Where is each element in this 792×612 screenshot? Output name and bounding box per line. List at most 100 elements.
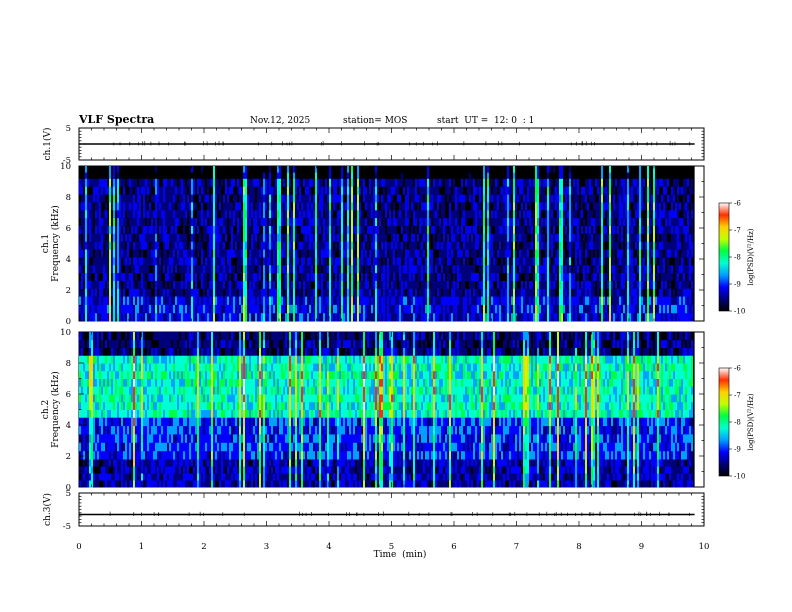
spectrogram-cell: [371, 256, 373, 266]
spectrogram-cell: [457, 186, 459, 195]
spectrogram-cell: [215, 264, 217, 274]
spectrogram-cell: [571, 264, 573, 274]
spectrogram-cell: [451, 233, 453, 242]
spectrogram-cell: [203, 209, 205, 219]
spectrogram-cell: [377, 209, 379, 219]
spectrogram-cell: [193, 296, 195, 305]
spectrogram-cell: [261, 256, 263, 266]
spectrogram-cell: [465, 166, 467, 173]
spectrogram-cell: [459, 202, 461, 211]
spectrogram-cell: [499, 217, 501, 226]
spectrogram-cell: [267, 209, 269, 219]
spectrogram-cell: [399, 264, 401, 274]
spectrogram-cell: [335, 304, 337, 314]
spectrogram-cell: [139, 264, 141, 274]
spectrogram-cell: [243, 304, 245, 314]
spectrogram-cell: [527, 296, 529, 305]
spectrogram-cell: [221, 249, 223, 258]
spectrogram-cell: [439, 249, 441, 258]
spectrogram-cell: [135, 233, 137, 242]
spectrogram-cell: [473, 233, 475, 242]
spectrogram-cell: [179, 172, 181, 179]
spectrogram-cell: [295, 249, 297, 258]
spectrogram-cell: [419, 194, 421, 203]
spectrogram-cell: [289, 233, 291, 242]
spectrogram-cell: [525, 186, 527, 195]
spectrogram-cell: [293, 256, 295, 266]
spectrogram-cell: [245, 217, 247, 226]
spectrogram-cell: [307, 272, 309, 281]
spectrogram-cell: [355, 194, 357, 203]
spectrogram-cell: [83, 194, 85, 203]
spectrogram-cell: [193, 225, 195, 234]
spectrogram-cell: [503, 296, 505, 305]
spectrogram-cell: [373, 186, 375, 195]
spectrogram-cell: [97, 296, 99, 305]
spectrogram-cell: [163, 233, 165, 242]
spectrogram-cell: [159, 202, 161, 211]
spectrogram-cell: [297, 264, 299, 274]
spectrogram-cell: [195, 272, 197, 281]
spectrogram-cell: [409, 312, 411, 322]
spectrogram-cell: [209, 217, 211, 226]
spectrogram-cell: [261, 304, 263, 314]
spectrogram-cell: [351, 166, 353, 173]
spectrogram-cell: [311, 304, 313, 314]
spectrogram-cell: [231, 288, 233, 297]
spectrogram-cell: [201, 280, 203, 289]
spectrogram-cell: [493, 241, 495, 250]
spectrogram-cell: [419, 280, 421, 289]
spectrogram-cell: [177, 202, 179, 211]
spectrogram-cell: [295, 178, 297, 187]
spectrogram-cell: [85, 172, 87, 179]
spectrogram-cell: [385, 217, 387, 226]
spectrogram-cell: [287, 304, 289, 314]
spectrogram-cell: [487, 241, 489, 250]
spectrogram-cell: [513, 304, 515, 314]
spectrogram-cell: [269, 304, 271, 314]
spectrogram-cell: [369, 249, 371, 258]
spectrogram-cell: [401, 249, 403, 258]
spectrogram-cell: [543, 194, 545, 203]
spectrogram-cell: [391, 296, 393, 305]
spectrogram-cell: [207, 272, 209, 281]
spectrogram-cell: [387, 288, 389, 297]
spectrogram-cell: [169, 249, 171, 258]
spectrogram-cell: [349, 249, 351, 258]
spectrogram-cell: [529, 166, 531, 173]
spectrogram-cell: [527, 249, 529, 258]
spectrogram-cell: [289, 209, 291, 219]
spectrogram-cell: [197, 288, 199, 297]
spectrogram-cell: [483, 233, 485, 242]
spectrogram-cell: [241, 225, 243, 234]
spectrogram-cell: [561, 264, 563, 274]
spectrogram-cell: [461, 209, 463, 219]
spectrogram-cell: [419, 249, 421, 258]
spectrogram-cell: [441, 241, 443, 250]
spectrogram-cell: [401, 312, 403, 322]
spectrogram-cell: [565, 217, 567, 226]
spectrogram-cell: [203, 178, 205, 187]
spectrogram-cell: [83, 217, 85, 226]
spectrogram-cell: [83, 166, 85, 173]
spectrogram-cell: [221, 225, 223, 234]
spectrogram-cell: [353, 194, 355, 203]
spectrogram-cell: [309, 280, 311, 289]
spectrogram-cell: [155, 225, 157, 234]
spectrogram-cell: [277, 280, 279, 289]
spectrogram-cell: [559, 256, 561, 266]
spectrogram-cell: [117, 288, 119, 297]
spectrogram-cell: [575, 202, 577, 211]
spectrogram-cell: [101, 304, 103, 314]
spectrogram-cell: [221, 288, 223, 297]
spectrogram-cell: [381, 280, 383, 289]
spectrogram-cell: [401, 194, 403, 203]
spectrogram-cell: [223, 217, 225, 226]
spectrogram-cell: [385, 256, 387, 266]
spectrogram-cell: [397, 264, 399, 274]
spectrogram-cell: [393, 264, 395, 274]
spectrogram-cell: [563, 186, 565, 195]
spectrogram-cell: [157, 304, 159, 314]
spectrogram-cell: [273, 304, 275, 314]
spectrogram-cell: [523, 312, 525, 322]
